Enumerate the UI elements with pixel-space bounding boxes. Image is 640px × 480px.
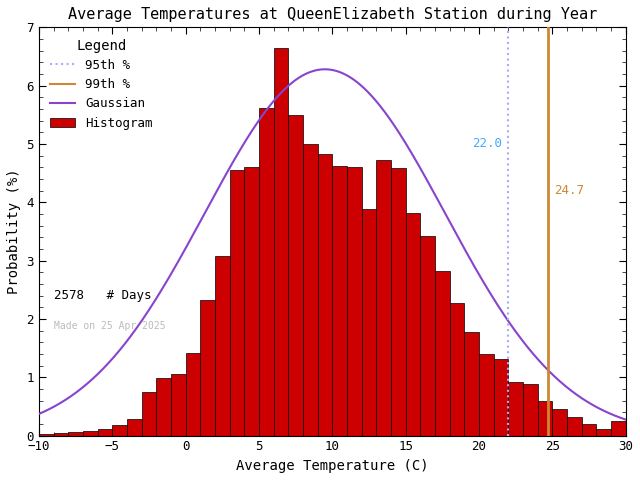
Bar xyxy=(420,236,435,436)
Bar xyxy=(215,256,230,436)
Text: 22.0: 22.0 xyxy=(472,137,502,150)
Bar xyxy=(582,424,596,436)
Bar xyxy=(186,353,200,436)
Bar xyxy=(376,160,391,436)
Text: 2578   # Days: 2578 # Days xyxy=(54,288,151,301)
Bar xyxy=(479,354,493,436)
Bar xyxy=(538,401,552,436)
Bar xyxy=(406,213,420,436)
Bar xyxy=(171,374,186,436)
Bar xyxy=(288,115,303,436)
Bar xyxy=(362,209,376,436)
Bar xyxy=(508,382,523,436)
X-axis label: Average Temperature (C): Average Temperature (C) xyxy=(236,459,429,473)
Bar xyxy=(347,168,362,436)
Bar xyxy=(449,302,464,436)
Bar xyxy=(141,392,156,436)
Legend: 95th %, 99th %, Gaussian, Histogram: 95th %, 99th %, Gaussian, Histogram xyxy=(45,34,157,134)
Bar xyxy=(317,155,332,436)
Bar xyxy=(523,384,538,436)
Text: 24.7: 24.7 xyxy=(554,184,584,197)
Y-axis label: Probability (%): Probability (%) xyxy=(7,168,21,294)
Bar xyxy=(39,434,54,436)
Bar xyxy=(303,144,317,436)
Bar xyxy=(156,378,171,436)
Bar xyxy=(83,431,97,436)
Bar xyxy=(127,420,141,436)
Bar xyxy=(567,417,582,436)
Bar xyxy=(596,429,611,436)
Bar xyxy=(259,108,273,436)
Title: Average Temperatures at QueenElizabeth Station during Year: Average Temperatures at QueenElizabeth S… xyxy=(68,7,597,22)
Bar xyxy=(200,300,215,436)
Bar xyxy=(54,433,68,436)
Bar xyxy=(244,168,259,436)
Bar xyxy=(493,359,508,436)
Bar xyxy=(391,168,406,436)
Bar xyxy=(68,432,83,436)
Bar xyxy=(464,332,479,436)
Bar xyxy=(332,166,347,436)
Text: Made on 25 Apr 2025: Made on 25 Apr 2025 xyxy=(54,321,165,331)
Bar xyxy=(552,409,567,436)
Bar xyxy=(611,421,625,436)
Bar xyxy=(273,48,288,436)
Bar xyxy=(97,429,112,436)
Bar xyxy=(112,425,127,436)
Bar xyxy=(230,170,244,436)
Bar xyxy=(435,271,449,436)
